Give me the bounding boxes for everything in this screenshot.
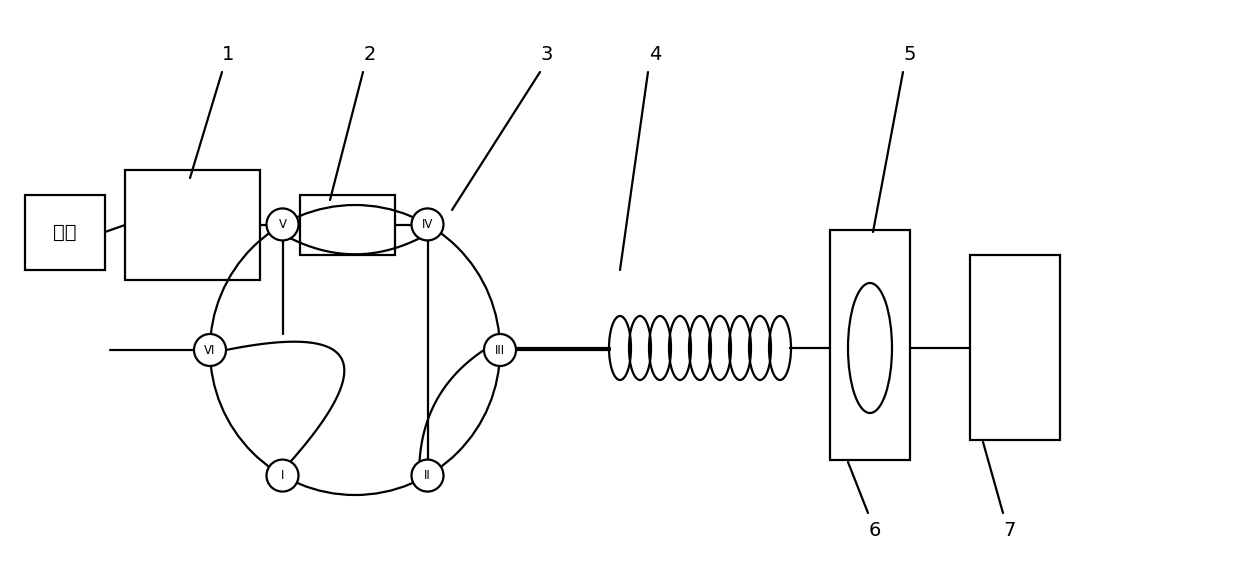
Bar xyxy=(300,195,396,255)
Text: 5: 5 xyxy=(904,46,916,65)
Text: III: III xyxy=(495,343,505,357)
Text: 7: 7 xyxy=(1004,521,1017,540)
Circle shape xyxy=(267,209,299,240)
Bar xyxy=(25,195,105,270)
Text: 6: 6 xyxy=(869,521,882,540)
Text: 2: 2 xyxy=(363,46,376,65)
Text: 4: 4 xyxy=(649,46,661,65)
Bar xyxy=(830,230,910,460)
Circle shape xyxy=(412,209,444,240)
Bar xyxy=(125,170,260,280)
Text: 1: 1 xyxy=(222,46,234,65)
Text: 钒瓶: 钒瓶 xyxy=(53,223,77,242)
Circle shape xyxy=(193,334,226,366)
Text: V: V xyxy=(279,218,286,231)
Text: 3: 3 xyxy=(541,46,553,65)
Text: IV: IV xyxy=(422,218,433,231)
Bar xyxy=(970,255,1060,440)
Text: II: II xyxy=(424,469,430,482)
Text: VI: VI xyxy=(205,343,216,357)
Text: I: I xyxy=(280,469,284,482)
Circle shape xyxy=(412,460,444,491)
Circle shape xyxy=(267,460,299,491)
Circle shape xyxy=(484,334,516,366)
